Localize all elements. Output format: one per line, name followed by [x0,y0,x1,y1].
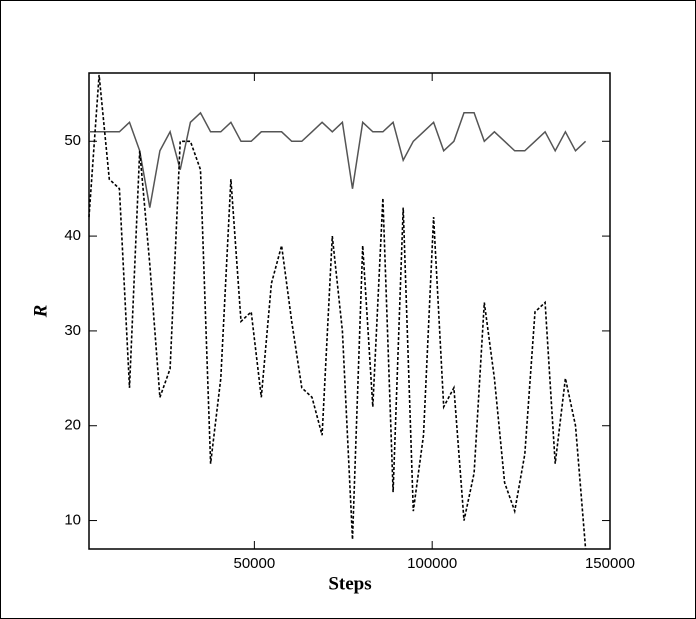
x-tick-label: 150000 [585,555,635,572]
data-line [89,111,587,208]
y-tick-label: 10 [64,512,81,529]
y-tick-label: 50 [64,132,81,149]
x-tick-label: 50000 [234,555,276,572]
x-axis-label: Steps [328,573,371,594]
y-axis-label: R [30,305,51,319]
y-tick-label: 30 [64,322,81,339]
data-line [88,74,587,550]
plot-frame [88,72,611,550]
x-tick-label: 100000 [407,555,457,572]
y-tick-label: 20 [64,417,81,434]
y-tick-label: 40 [64,227,81,244]
